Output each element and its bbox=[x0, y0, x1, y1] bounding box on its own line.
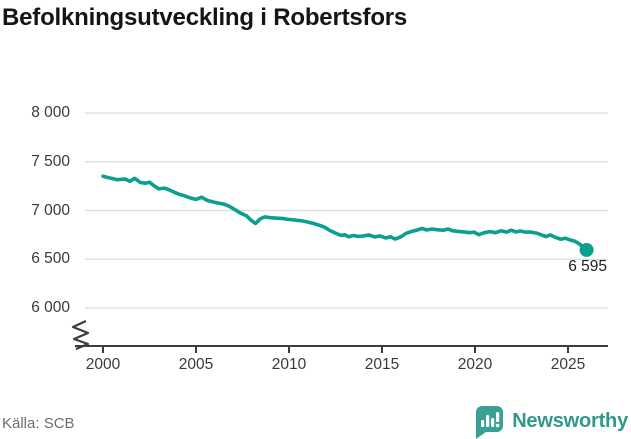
y-axis-tick-label: 8 000 bbox=[31, 104, 70, 121]
y-axis-tick-label: 7 500 bbox=[31, 152, 70, 170]
x-axis-tick-label: 2025 bbox=[550, 356, 586, 373]
chart-title: Befolkningsutveckling i Robertsfors bbox=[2, 4, 408, 31]
last-point-marker bbox=[579, 242, 594, 257]
logo-bar-icon bbox=[486, 415, 490, 427]
last-point-label: 6 595 bbox=[568, 258, 607, 275]
logo-bar-icon bbox=[481, 420, 485, 427]
y-axis-break-icon bbox=[71, 320, 90, 351]
y-axis-tick-label: 7 000 bbox=[31, 201, 70, 219]
y-axis-tick-label: 6 000 bbox=[31, 299, 70, 316]
x-axis-tick-label: 2005 bbox=[178, 356, 214, 373]
logo-bar-icon bbox=[491, 418, 495, 427]
newsworthy-logo-icon bbox=[476, 406, 504, 439]
y-axis-tick-label: 6 500 bbox=[31, 250, 70, 268]
population-line bbox=[101, 174, 589, 252]
newsworthy-logo[interactable]: Newsworthy bbox=[474, 404, 628, 439]
logo-exclamation-dot-icon bbox=[495, 423, 500, 428]
x-axis-tick-label: 2000 bbox=[85, 356, 121, 373]
x-axis-tick-label: 2010 bbox=[271, 356, 307, 373]
newsworthy-wordmark: Newsworthy bbox=[512, 410, 628, 432]
source-note: Källa: SCB bbox=[2, 415, 75, 432]
x-axis-tick-label: 2020 bbox=[457, 356, 493, 373]
x-axis-tick-label: 2015 bbox=[364, 356, 400, 373]
logo-exclamation-icon bbox=[496, 412, 500, 422]
